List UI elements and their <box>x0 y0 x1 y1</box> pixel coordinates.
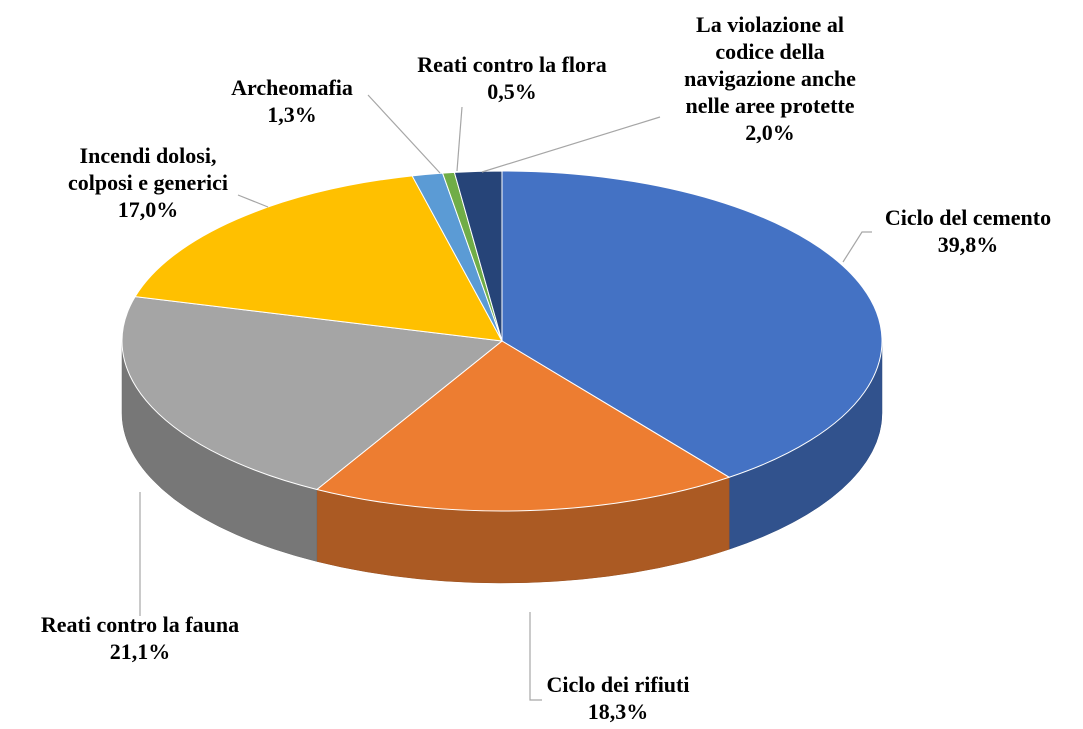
leader-line <box>456 106 463 172</box>
value-label: 2,0% <box>745 120 795 145</box>
value-label: 1,3% <box>267 102 317 127</box>
category-label: Ciclo del cemento <box>885 205 1051 230</box>
leader-line <box>367 94 441 174</box>
value-label: 17,0% <box>118 197 179 222</box>
slice <box>121 296 504 491</box>
category-label: La violazione al codice della navigazione … <box>684 12 856 118</box>
category-label: Ciclo dei rifiuti <box>547 672 690 697</box>
slice <box>453 170 503 342</box>
slice <box>315 340 731 512</box>
value-label: 18,3% <box>588 699 649 724</box>
leader-line <box>237 194 269 208</box>
category-label: Reati contro la fauna <box>41 612 239 637</box>
category-label: Archeomafia <box>231 75 353 100</box>
category-label: Reati contro la flora <box>417 52 607 77</box>
leader-line <box>529 612 542 701</box>
slice <box>134 175 503 342</box>
value-label: 0,5% <box>487 79 537 104</box>
category-label: Incendi dolosi, colposi e generici <box>68 143 228 195</box>
value-label: 39,8% <box>938 232 999 257</box>
leader-line <box>842 231 872 263</box>
leader-line <box>481 116 661 173</box>
value-label: 21,1% <box>110 639 171 664</box>
slice <box>501 170 883 478</box>
